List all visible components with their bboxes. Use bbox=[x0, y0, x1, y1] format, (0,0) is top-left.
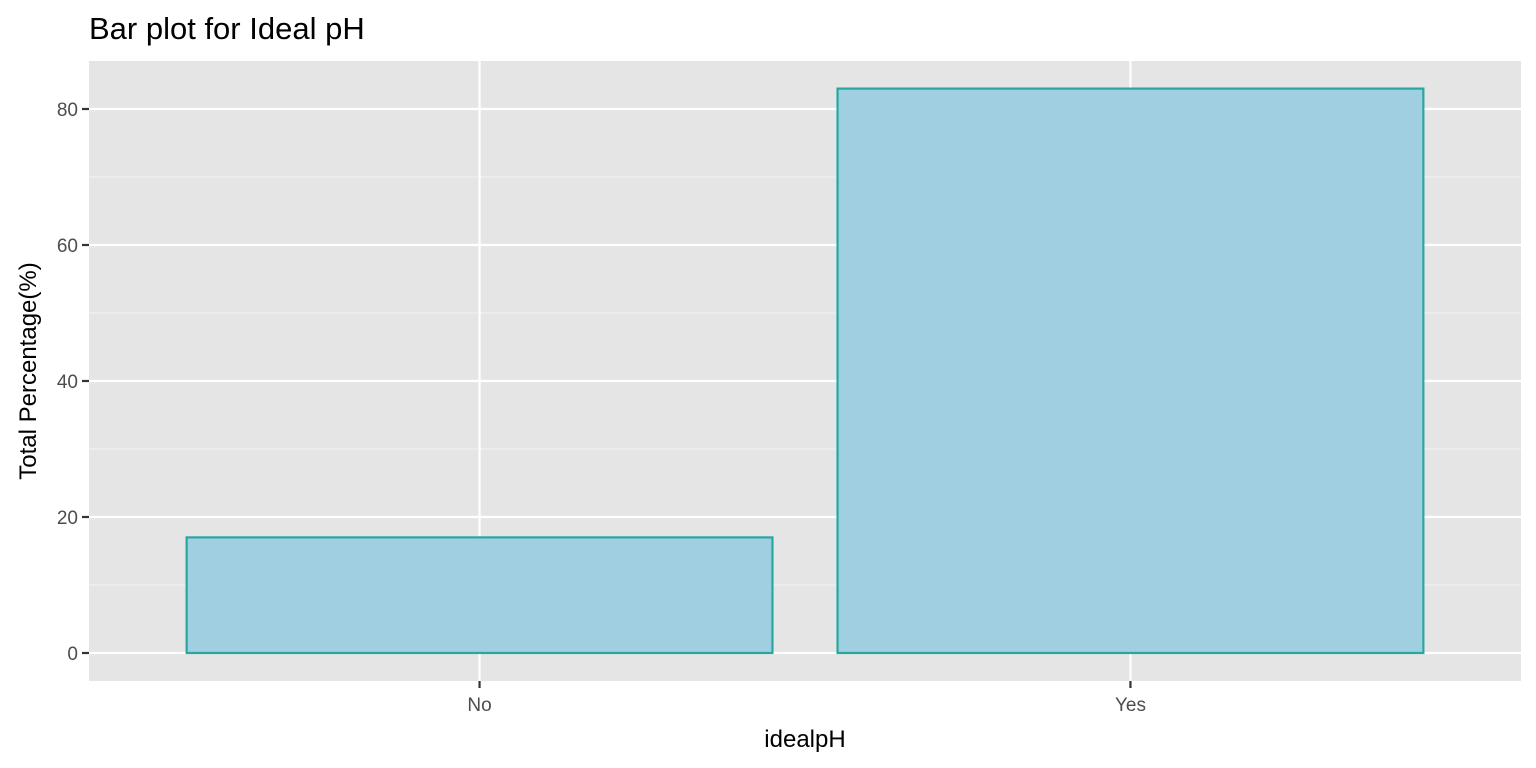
x-tick-label-yes: Yes bbox=[1115, 695, 1146, 716]
x-axis: No Yes bbox=[467, 681, 1146, 716]
y-tick-label: 60 bbox=[57, 236, 78, 257]
bar-no bbox=[185, 536, 774, 655]
y-tick-label: 20 bbox=[57, 508, 78, 529]
bars-layer bbox=[185, 87, 1425, 655]
y-tick-label: 40 bbox=[57, 372, 78, 393]
x-axis-title: idealpH bbox=[764, 726, 845, 753]
x-tick-label-no: No bbox=[467, 695, 491, 716]
y-tick-label: 0 bbox=[67, 644, 78, 665]
y-axis: 0 20 40 60 80 bbox=[57, 100, 89, 665]
bar-yes bbox=[836, 87, 1425, 655]
y-axis-title: Total Percentage(%) bbox=[15, 262, 42, 479]
y-tick-label: 80 bbox=[57, 100, 78, 121]
chart-title: Bar plot for Ideal pH bbox=[89, 11, 365, 46]
